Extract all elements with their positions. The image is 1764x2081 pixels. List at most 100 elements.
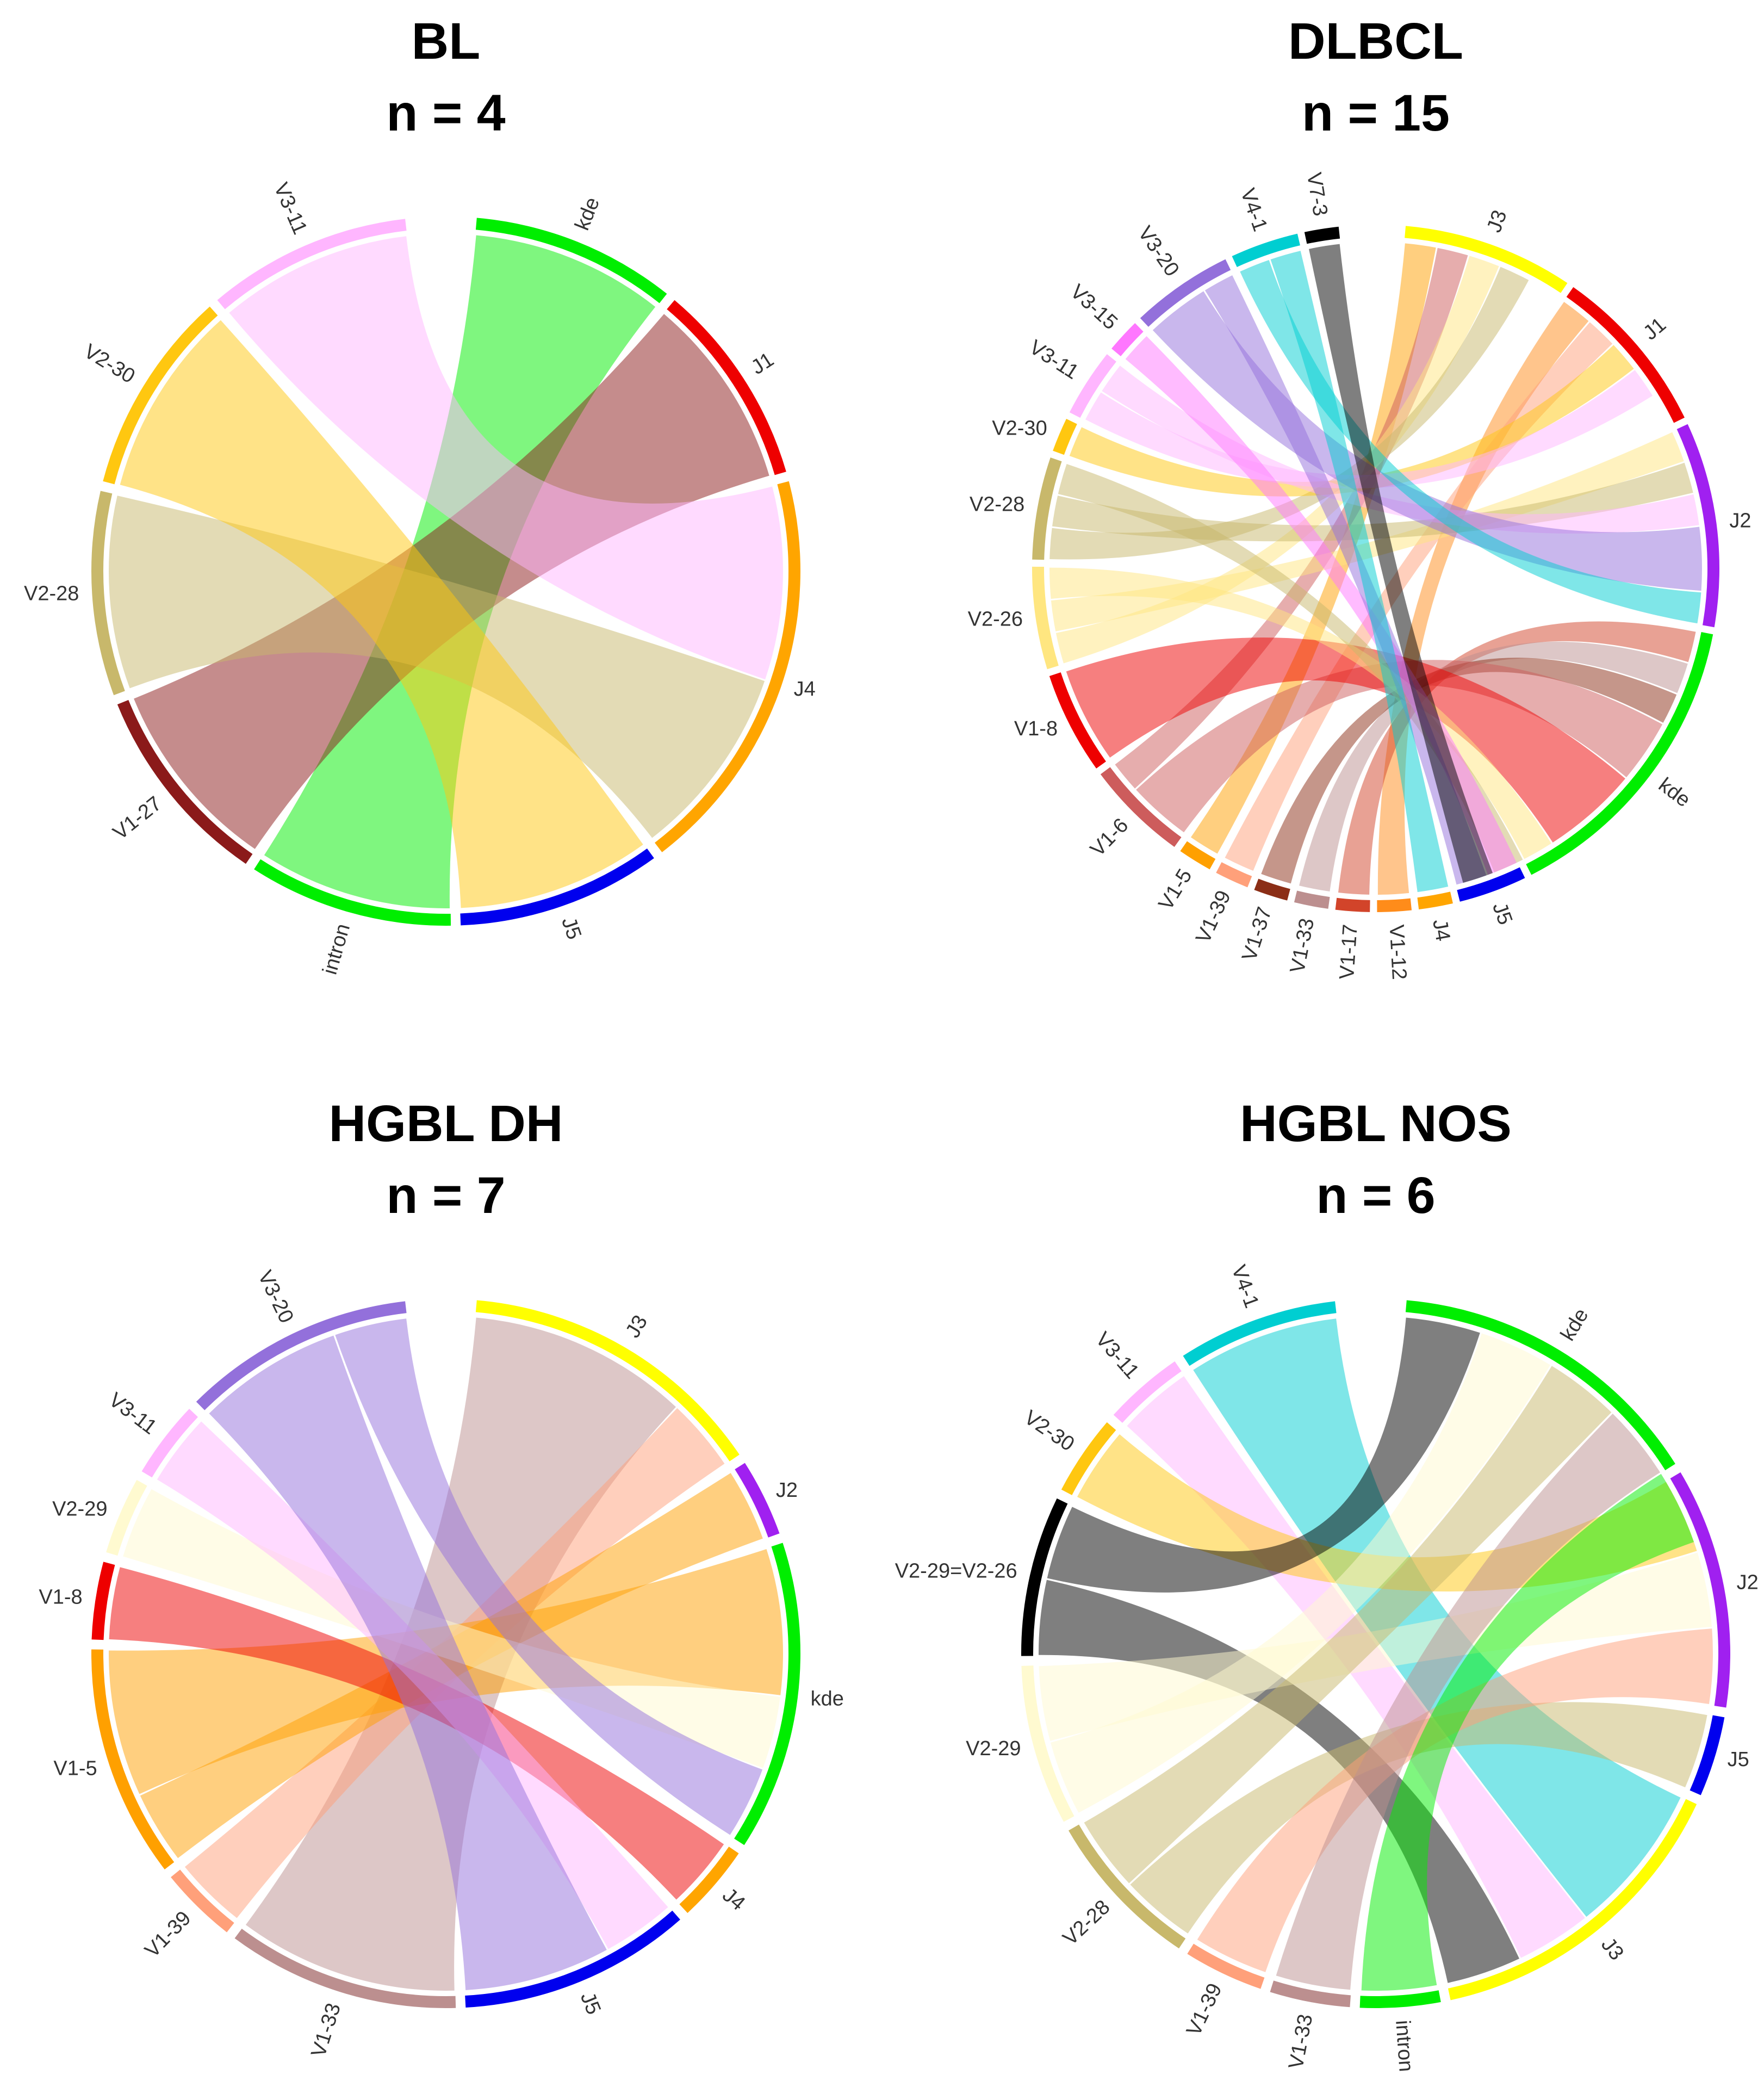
sector-label-v4-1: V4-1 — [1236, 185, 1272, 234]
sector-arc-v1-39 — [1187, 1943, 1265, 1989]
sector-label-v1-39: V1-39 — [140, 1907, 195, 1962]
links-group — [108, 1317, 783, 1991]
chord-ribbon-v3-20-to-kde — [335, 1318, 763, 1835]
sector-arc-v1-6 — [1100, 767, 1182, 847]
sector-label-v4-1: V4-1 — [1227, 1262, 1263, 1311]
sector-label-intron: intron — [319, 921, 355, 977]
sector-label-v1-33: V1-33 — [307, 2001, 346, 2060]
sector-arc-j5 — [460, 848, 654, 926]
sector-arc-j4 — [1417, 891, 1453, 910]
sector-arc-v1-5 — [1180, 841, 1216, 870]
sector-label-v3-11: V3-11 — [104, 1389, 161, 1439]
sector-label-v1-8: V1-8 — [39, 1586, 82, 1609]
sector-arc-v4-1 — [1232, 233, 1300, 267]
sector-arc-v2-28 — [91, 491, 125, 696]
sector-arc-v1-33 — [234, 1928, 456, 2008]
sector-label-j5: J5 — [1488, 900, 1517, 928]
chord-ribbon-v2-26-to-j2 — [1051, 432, 1684, 631]
links-group — [1039, 1317, 1713, 1991]
chord-ribbon-v3-20-to-j5 — [209, 1335, 607, 1990]
sector-label-v2-26: V2-26 — [968, 608, 1023, 631]
sector-arc-v1-8 — [91, 1562, 115, 1640]
chord-ribbon-v7-3-to-kde — [1309, 244, 1493, 883]
sector-label-v1-27: V1-27 — [109, 792, 166, 844]
sector-arc-v2-26 — [1032, 566, 1059, 670]
sector-arc-v2-28 — [1069, 1824, 1186, 1949]
panel-subtitle: n = 4 — [386, 84, 505, 142]
sector-arc-v3-20 — [1140, 259, 1231, 327]
chord-ribbon-v3-11-to-j4 — [229, 236, 783, 680]
sector-arc-j3 — [1405, 226, 1568, 293]
sector-arc-j1 — [1566, 287, 1685, 423]
sector-label-v3-15: V3-15 — [1066, 280, 1122, 335]
chord-ribbon-v2-28-to-j3 — [1049, 267, 1529, 560]
sector-arc-v4-1 — [1183, 1301, 1337, 1366]
links-group — [108, 235, 783, 908]
chord-ribbon-v1-6-to-j3 — [1115, 247, 1468, 789]
sector-arc-v3-11 — [1113, 1361, 1182, 1423]
sector-arc-j2 — [1670, 1472, 1730, 1708]
sector-arc-v7-3 — [1304, 226, 1340, 244]
chord-ribbon-v3-11-to-j2 — [1102, 366, 1699, 534]
sector-label-j5: J5 — [576, 1989, 605, 2018]
chord-ribbon-v2-29-v2-26-to-kde — [1047, 1317, 1480, 1593]
sector-label-v2-30: V2-30 — [992, 417, 1047, 440]
panel-subtitle: n = 7 — [386, 1167, 505, 1224]
chord-panel-hgbl-nos: HGBL NOS n = 6 kde J2 J5 J3 intron V1-33 V1-39… — [895, 1095, 1759, 2073]
sector-arc-kde — [475, 218, 667, 304]
chord-panel-dlbcl: DLBCL n = 15 J3 J1 J2 kde J5 J4 V1-12 V1-17 V1-3… — [968, 13, 1751, 980]
panel-title: BL — [412, 13, 481, 70]
panel-title: HGBL DH — [328, 1095, 563, 1153]
links-group — [1049, 243, 1702, 895]
chord-panel-hgbl-dh: HGBL DH n = 7 J3 J2 kde J4 J5 V1-33 V1-39 V1-5 V… — [39, 1095, 843, 2060]
sector-label-j2: J2 — [776, 1479, 798, 1502]
sector-arc-v3-20 — [196, 1301, 407, 1410]
chord-ribbon-v2-28-to-kde — [1084, 1366, 1612, 1884]
sector-label-v1-5: V1-5 — [53, 1757, 97, 1780]
sector-label-v1-33: V1-33 — [1286, 916, 1319, 975]
chord-ribbon-v3-11-to-j5 — [157, 1421, 668, 1949]
chord-panel-bl: BL n = 4 kde J1 J4 J5 intron V1-27 V2-28 V2-30 V… — [24, 13, 816, 977]
chord-ribbon-v2-28-to-kde — [1058, 463, 1523, 872]
sector-label-kde: kde — [570, 194, 604, 233]
sector-arc-v1-5 — [91, 1649, 175, 1869]
sector-arc-j1 — [667, 300, 786, 475]
sector-label-v1-39: V1-39 — [1191, 887, 1235, 947]
sector-label-v2-29-v2-26: V2-29=V2-26 — [895, 1560, 1017, 1583]
sector-arc-v2-29 — [106, 1479, 147, 1556]
sector-label-v1-6: V1-6 — [1086, 814, 1133, 861]
sector-label-v1-39: V1-39 — [1182, 1980, 1227, 2040]
sector-label-v3-11: V3-11 — [269, 179, 312, 238]
chord-ribbon-v3-20-to-j5 — [1204, 275, 1487, 885]
sector-arc-j5 — [465, 1910, 680, 2008]
sector-label-j4: J4 — [718, 1884, 749, 1915]
sector-label-j3: J3 — [622, 1311, 653, 1342]
sector-arc-j5 — [1690, 1715, 1725, 1795]
sector-label-j1: J1 — [1639, 313, 1670, 345]
sector-label-j4: J4 — [1428, 918, 1454, 943]
sector-arc-j4 — [679, 1847, 739, 1913]
panel-subtitle: n = 15 — [1302, 84, 1450, 142]
panel-subtitle: n = 6 — [1316, 1167, 1435, 1224]
sector-label-v1-33: V1-33 — [1284, 2012, 1317, 2071]
sector-label-v2-30: V2-30 — [80, 340, 139, 388]
sector-label-v1-5: V1-5 — [1154, 865, 1197, 914]
chord-ribbon-intron-to-kde — [1361, 1473, 1694, 1991]
sector-label-j3: J3 — [1483, 207, 1512, 236]
chord-ribbon-v3-15-to-j5 — [1125, 336, 1517, 875]
sector-arc-v2-30 — [1061, 1422, 1116, 1495]
chord-ribbon-v2-29-to-kde — [1051, 1333, 1551, 1813]
chord-ribbon-v2-30-to-j5 — [120, 320, 643, 908]
sector-label-v3-11: V3-11 — [1025, 336, 1083, 384]
sector-label-v3-11: V3-11 — [1091, 1328, 1143, 1383]
panel-title: HGBL NOS — [1240, 1095, 1512, 1153]
sector-arc-v3-11 — [217, 219, 407, 309]
sector-label-j2: J2 — [1729, 510, 1751, 532]
sector-arc-intron — [1359, 1990, 1441, 2009]
sector-arc-v3-11 — [141, 1409, 198, 1478]
sector-arc-intron — [254, 859, 451, 926]
sector-label-v2-29: V2-29 — [52, 1497, 107, 1520]
sector-label-v3-20: V3-20 — [1133, 222, 1183, 281]
sector-label-v2-28: V2-28 — [970, 493, 1024, 516]
